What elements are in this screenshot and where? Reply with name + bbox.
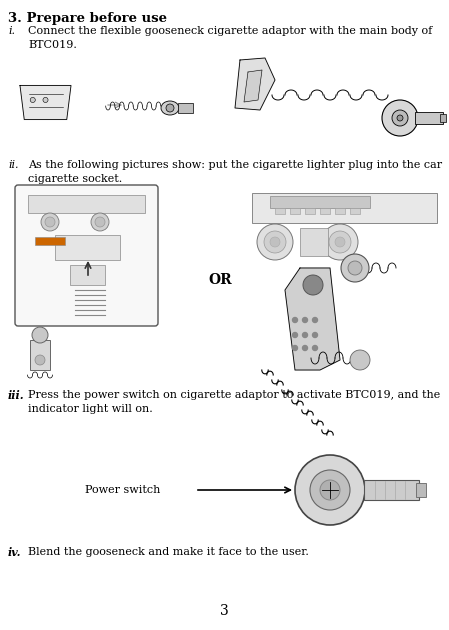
Circle shape: [166, 104, 174, 112]
Text: As the following pictures show: put the cigarette lighter plug into the car
ciga: As the following pictures show: put the …: [28, 160, 442, 184]
Circle shape: [30, 98, 35, 103]
Bar: [275, 208, 285, 214]
Text: Power switch: Power switch: [85, 485, 160, 495]
Bar: [28, 195, 145, 213]
Text: i.: i.: [8, 26, 15, 36]
Bar: [416, 483, 426, 497]
Text: 3. Prepare before use: 3. Prepare before use: [8, 12, 167, 25]
Text: Blend the gooseneck and make it face to the user.: Blend the gooseneck and make it face to …: [28, 547, 309, 557]
Circle shape: [303, 275, 323, 295]
Polygon shape: [20, 86, 71, 120]
Text: ii.: ii.: [8, 160, 18, 170]
Circle shape: [313, 345, 317, 350]
Circle shape: [95, 217, 105, 227]
Circle shape: [264, 231, 286, 253]
Bar: [55, 235, 120, 260]
Bar: [305, 208, 315, 214]
Circle shape: [41, 213, 59, 231]
Circle shape: [292, 318, 298, 323]
Circle shape: [32, 327, 48, 343]
Bar: [178, 103, 193, 113]
Bar: [35, 237, 65, 245]
FancyBboxPatch shape: [15, 185, 158, 326]
Bar: [350, 208, 360, 214]
Polygon shape: [235, 58, 275, 110]
Text: iii.: iii.: [8, 390, 25, 401]
Circle shape: [322, 224, 358, 260]
Circle shape: [43, 98, 48, 103]
Polygon shape: [244, 70, 262, 102]
Bar: [364, 480, 419, 500]
Circle shape: [303, 333, 308, 338]
Circle shape: [341, 254, 369, 282]
Circle shape: [303, 318, 308, 323]
Circle shape: [270, 237, 280, 247]
Circle shape: [257, 224, 293, 260]
Circle shape: [310, 470, 350, 510]
Circle shape: [320, 480, 340, 500]
Circle shape: [313, 318, 317, 323]
Bar: [30, 340, 50, 370]
Circle shape: [91, 213, 109, 231]
Bar: [252, 193, 437, 223]
Circle shape: [292, 345, 298, 350]
Circle shape: [303, 345, 308, 350]
Text: Press the power switch on cigarette adaptor to activate BTC019, and the
indicato: Press the power switch on cigarette adap…: [28, 390, 440, 414]
Ellipse shape: [161, 101, 179, 115]
Circle shape: [348, 261, 362, 275]
Circle shape: [329, 231, 351, 253]
Circle shape: [313, 333, 317, 338]
Bar: [335, 208, 345, 214]
Text: OR: OR: [208, 273, 232, 287]
Circle shape: [392, 110, 408, 126]
Bar: [440, 114, 446, 122]
Circle shape: [382, 100, 418, 136]
Text: Connect the flexible gooseneck cigarette adaptor with the main body of
BTC019.: Connect the flexible gooseneck cigarette…: [28, 26, 432, 50]
Circle shape: [350, 350, 370, 370]
Bar: [290, 208, 300, 214]
Circle shape: [35, 355, 45, 365]
Circle shape: [295, 455, 365, 525]
Text: 3: 3: [220, 604, 229, 618]
Circle shape: [335, 237, 345, 247]
Bar: [415, 112, 443, 124]
Text: iv.: iv.: [8, 547, 22, 558]
Bar: [320, 208, 330, 214]
Bar: [300, 228, 328, 256]
Circle shape: [45, 217, 55, 227]
Polygon shape: [285, 268, 340, 370]
Bar: [70, 265, 105, 285]
Bar: [270, 196, 370, 208]
Circle shape: [292, 333, 298, 338]
Circle shape: [397, 115, 403, 121]
